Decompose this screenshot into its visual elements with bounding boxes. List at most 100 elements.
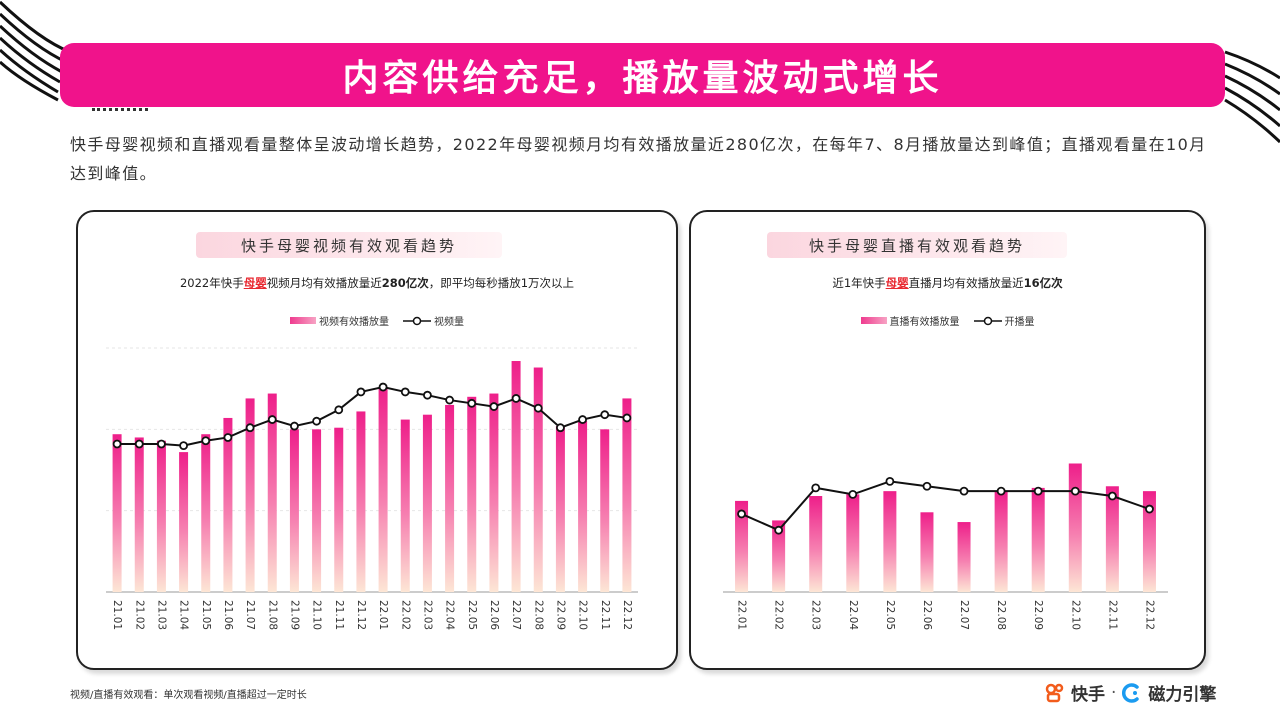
x-tick-label: 22.12 (621, 600, 633, 630)
bar (334, 427, 344, 592)
cili-engine-logo-icon (1122, 682, 1140, 703)
x-tick-label: 22.03 (421, 600, 433, 630)
line-point (179, 441, 188, 451)
kuaishou-logo-icon (1045, 683, 1064, 702)
x-tick-label: 22.06 (921, 600, 933, 630)
line-point (578, 415, 587, 424)
x-tick-label: 22.04 (847, 600, 859, 630)
line-point (533, 403, 543, 413)
bar (156, 440, 166, 592)
live-chart-title: 快手母婴直播有效观看趋势 (767, 232, 1067, 258)
bar (223, 417, 233, 592)
brand-kuaishou: 快手 (1071, 685, 1105, 705)
live-chart-legend: 直播有效播放量 开播量 (691, 313, 1204, 328)
intro-text: 快手母婴视频和直播观看量整体呈波动增长趋势，2022年母婴视频月均有效播放量近2… (70, 135, 1207, 183)
bar (883, 491, 897, 592)
live-subtitle-bold: 16亿次 (1023, 276, 1063, 290)
bar (201, 434, 211, 592)
legend-label: 视频有效播放量 (319, 317, 389, 328)
line-point (848, 489, 858, 499)
x-tick-label: 21.10 (311, 600, 323, 630)
line-point (959, 486, 969, 496)
line-point (1107, 491, 1117, 501)
line-point (600, 410, 610, 420)
line-point (622, 413, 632, 423)
bar (1068, 463, 1082, 592)
line-point (223, 433, 233, 442)
line-point (267, 415, 277, 424)
line-point (201, 436, 211, 446)
legend-item-video-plays: 视频有效播放量 (290, 313, 389, 328)
x-tick-label: 22.02 (773, 600, 785, 630)
bar (555, 426, 565, 592)
bar (489, 393, 499, 592)
bar (356, 411, 366, 592)
live-chart-subtitle: 近1年快手母婴直播月均有效播放量近16亿次 (691, 275, 1204, 291)
bar (312, 429, 322, 592)
line-point (334, 405, 344, 415)
x-tick-label: 21.06 (222, 600, 234, 630)
line-point (774, 525, 784, 535)
bar (1142, 491, 1156, 592)
x-tick-label: 22.02 (399, 600, 411, 630)
line-point (556, 423, 565, 433)
video-subtitle-highlight: 母婴 (243, 276, 267, 290)
brand-separator: · (1111, 682, 1117, 703)
bar (772, 520, 786, 592)
live-chart-panel: 快手母婴直播有效观看趋势 近1年快手母婴直播月均有效播放量近16亿次 直播有效播… (689, 210, 1206, 670)
line-point (996, 486, 1006, 496)
line-point (423, 390, 432, 400)
x-tick-label: 21.07 (244, 600, 256, 630)
line-point (922, 481, 932, 491)
legend-item-live-plays: 直播有效播放量 (860, 313, 960, 328)
line-point (1070, 486, 1080, 496)
live-subtitle-highlight: 母婴 (885, 276, 909, 290)
bar (533, 367, 543, 592)
bar (511, 361, 521, 592)
x-tick-label: 21.02 (133, 600, 145, 630)
line-point (511, 394, 521, 403)
x-tick-label: 22.05 (884, 600, 896, 630)
live-subtitle-mid: 直播月均有效播放量近 (908, 276, 1024, 290)
bar (378, 387, 388, 592)
line-point (489, 402, 499, 411)
bar (422, 414, 432, 592)
legend-label: 直播有效播放量 (889, 317, 960, 328)
x-tick-label: 22.10 (1069, 600, 1081, 630)
title-banner: 内容供给充足，播放量波动式增长 (60, 43, 1225, 107)
line-point (356, 387, 366, 397)
line-point (400, 387, 410, 397)
brand-cili-engine: 磁力引擎 (1148, 685, 1217, 705)
bar (1105, 486, 1119, 592)
bar (245, 398, 255, 592)
legend-item-video-count: 视频量 (403, 313, 464, 328)
line-point (290, 421, 299, 431)
bar (267, 393, 277, 592)
bar (467, 396, 477, 592)
title-dots-decoration (92, 100, 148, 111)
bar (578, 421, 588, 592)
x-tick-label: 22.11 (599, 600, 611, 630)
line-point (1033, 486, 1043, 496)
line-point (445, 395, 454, 405)
line-point (134, 439, 144, 449)
line-point (157, 439, 166, 449)
x-tick-label: 22.11 (1106, 600, 1118, 630)
legend-line-swatch (403, 316, 431, 325)
video-chart-legend: 视频有效播放量 视频量 (78, 313, 676, 328)
legend-line-swatch (973, 316, 1002, 325)
bar (994, 491, 1008, 592)
bar (735, 500, 749, 592)
video-chart-subtitle: 2022年快手母婴视频月均有效播放量近280亿次，即平均每秒播放1万次以上 (78, 275, 676, 291)
line-point (112, 439, 122, 449)
bar (920, 512, 934, 592)
x-tick-label: 21.05 (200, 600, 212, 630)
legend-bar-swatch (290, 317, 316, 324)
video-subtitle-mid: 视频月均有效播放量近 (266, 276, 382, 290)
video-chart-title: 快手母婴视频有效观看趋势 (196, 232, 502, 258)
bar (1031, 487, 1045, 592)
x-tick-label: 22.09 (554, 600, 566, 630)
x-tick-label: 22.09 (1032, 600, 1044, 630)
bar (289, 429, 299, 592)
